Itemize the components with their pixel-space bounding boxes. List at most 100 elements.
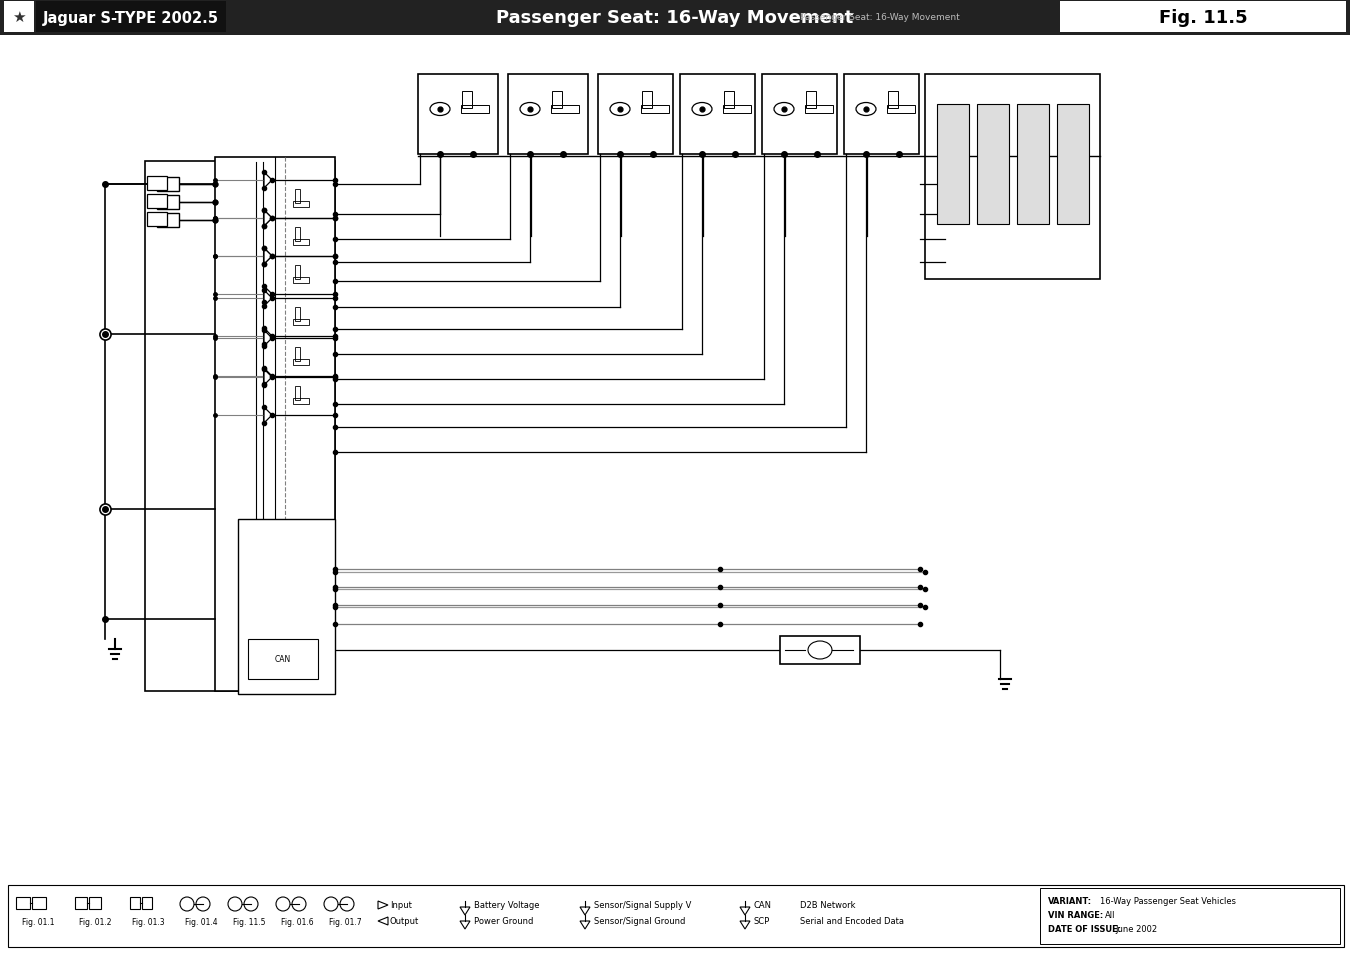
Bar bbox=[296, 387, 300, 400]
Text: Fig. 01.3: Fig. 01.3 bbox=[132, 917, 165, 926]
Bar bbox=[296, 228, 300, 242]
Ellipse shape bbox=[292, 897, 306, 911]
Ellipse shape bbox=[856, 103, 876, 116]
Polygon shape bbox=[265, 370, 271, 386]
Text: Jaguar S-TYPE 2002.5: Jaguar S-TYPE 2002.5 bbox=[43, 10, 219, 26]
Bar bbox=[16, 897, 30, 909]
Bar bbox=[680, 75, 755, 154]
Bar bbox=[296, 190, 300, 204]
Bar bbox=[598, 75, 674, 154]
Bar bbox=[805, 106, 833, 113]
Bar bbox=[761, 75, 837, 154]
Bar bbox=[8, 885, 1345, 947]
Bar bbox=[844, 75, 919, 154]
Text: 16-Way Passenger Seat Vehicles: 16-Way Passenger Seat Vehicles bbox=[1100, 897, 1237, 905]
Polygon shape bbox=[265, 249, 271, 265]
Ellipse shape bbox=[693, 103, 711, 116]
Bar bbox=[293, 202, 309, 208]
Bar bbox=[238, 519, 335, 695]
Ellipse shape bbox=[324, 897, 338, 911]
Bar bbox=[463, 91, 472, 109]
Ellipse shape bbox=[809, 641, 832, 659]
Bar bbox=[293, 240, 309, 246]
Text: Passenger Seat: 16-Way Movement: Passenger Seat: 16-Way Movement bbox=[497, 9, 853, 27]
Polygon shape bbox=[460, 907, 470, 915]
Text: Fig. 01.1: Fig. 01.1 bbox=[22, 917, 54, 926]
Ellipse shape bbox=[340, 897, 354, 911]
Bar bbox=[806, 91, 817, 109]
Text: Output: Output bbox=[390, 917, 420, 925]
Text: All: All bbox=[1106, 910, 1115, 920]
Text: CAN: CAN bbox=[275, 655, 292, 664]
Bar bbox=[293, 398, 309, 405]
Bar bbox=[293, 359, 309, 366]
Polygon shape bbox=[265, 287, 271, 303]
Bar bbox=[508, 75, 589, 154]
Text: ★: ★ bbox=[12, 10, 26, 25]
Polygon shape bbox=[740, 907, 751, 915]
Polygon shape bbox=[378, 901, 387, 909]
Polygon shape bbox=[265, 172, 271, 189]
Text: SCP: SCP bbox=[755, 917, 771, 925]
Bar bbox=[643, 91, 652, 109]
Bar bbox=[551, 106, 579, 113]
Bar bbox=[4, 2, 34, 33]
Ellipse shape bbox=[431, 103, 450, 116]
Polygon shape bbox=[580, 921, 590, 929]
Bar bbox=[937, 105, 969, 225]
Bar bbox=[925, 75, 1100, 280]
Ellipse shape bbox=[774, 103, 794, 116]
Text: Fig. 01.7: Fig. 01.7 bbox=[328, 917, 362, 926]
Text: Power Ground: Power Ground bbox=[474, 917, 533, 925]
Bar bbox=[89, 897, 101, 909]
Bar bbox=[147, 194, 167, 209]
Bar bbox=[36, 2, 225, 33]
Text: Battery Voltage: Battery Voltage bbox=[474, 901, 540, 909]
Ellipse shape bbox=[180, 897, 194, 911]
Bar bbox=[147, 213, 167, 227]
Bar bbox=[552, 91, 562, 109]
Text: VARIANT:: VARIANT: bbox=[1048, 897, 1092, 905]
Polygon shape bbox=[740, 921, 751, 929]
Bar bbox=[780, 637, 860, 664]
Bar bbox=[887, 106, 915, 113]
Polygon shape bbox=[378, 917, 387, 925]
Bar bbox=[1060, 2, 1346, 33]
Polygon shape bbox=[265, 329, 271, 345]
Text: Fig. 01.2: Fig. 01.2 bbox=[78, 917, 111, 926]
Ellipse shape bbox=[244, 897, 258, 911]
Polygon shape bbox=[265, 408, 271, 423]
Bar bbox=[1057, 105, 1089, 225]
Polygon shape bbox=[265, 211, 271, 227]
Text: D2B Network: D2B Network bbox=[801, 901, 856, 909]
Bar bbox=[0, 0, 1350, 36]
Bar bbox=[32, 897, 46, 909]
Text: CAN: CAN bbox=[755, 901, 772, 909]
Text: Fig. 11.5: Fig. 11.5 bbox=[1158, 9, 1247, 27]
Bar bbox=[460, 106, 489, 113]
Text: Fig. 11.5: Fig. 11.5 bbox=[232, 917, 265, 926]
Bar bbox=[144, 162, 335, 691]
Ellipse shape bbox=[228, 897, 242, 911]
Ellipse shape bbox=[275, 897, 290, 911]
Bar bbox=[888, 91, 898, 109]
Polygon shape bbox=[265, 211, 271, 227]
Bar bbox=[296, 348, 300, 361]
Bar bbox=[296, 308, 300, 322]
Bar bbox=[248, 639, 319, 679]
Bar bbox=[215, 158, 335, 691]
Bar bbox=[725, 91, 734, 109]
Text: Input: Input bbox=[390, 901, 412, 909]
Bar bbox=[76, 897, 86, 909]
Text: Sensor/Signal Ground: Sensor/Signal Ground bbox=[594, 917, 686, 925]
Text: Sensor/Signal Supply V: Sensor/Signal Supply V bbox=[594, 901, 691, 909]
Bar bbox=[724, 106, 751, 113]
Bar bbox=[1017, 105, 1049, 225]
Text: June 2002: June 2002 bbox=[1115, 924, 1157, 934]
Bar bbox=[641, 106, 670, 113]
Text: Passenger Seat: 16-Way Movement: Passenger Seat: 16-Way Movement bbox=[801, 13, 960, 23]
Polygon shape bbox=[265, 331, 271, 347]
Bar bbox=[1040, 888, 1341, 944]
Text: DATE OF ISSUE:: DATE OF ISSUE: bbox=[1048, 924, 1120, 934]
Bar bbox=[296, 266, 300, 280]
